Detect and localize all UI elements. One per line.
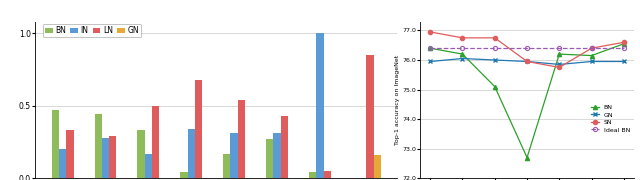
Bar — [223, 154, 230, 178]
SN — [620, 41, 628, 43]
Bar — [316, 33, 324, 178]
BN — [459, 53, 467, 55]
Ideal BN — [426, 47, 434, 49]
Bar — [195, 80, 202, 178]
Bar — [109, 136, 116, 178]
Line: BN: BN — [428, 42, 626, 160]
Ideal BN — [556, 47, 563, 49]
Bar — [59, 149, 67, 178]
Bar — [281, 116, 288, 178]
Legend: BN, IN, LN, GN: BN, IN, LN, GN — [43, 24, 141, 37]
Line: Ideal BN: Ideal BN — [428, 46, 626, 50]
BN — [620, 43, 628, 45]
GN — [524, 60, 531, 63]
BN — [491, 86, 499, 88]
Bar — [374, 155, 381, 178]
GN — [426, 60, 434, 63]
SN — [524, 60, 531, 63]
Y-axis label: Top-1 accuracy on ImageNet: Top-1 accuracy on ImageNet — [395, 55, 399, 145]
Bar — [138, 130, 145, 178]
GN — [620, 60, 628, 63]
Bar — [95, 114, 102, 178]
Bar — [52, 110, 59, 178]
SN — [491, 37, 499, 39]
Ideal BN — [459, 47, 467, 49]
SN — [459, 37, 467, 39]
Bar — [238, 100, 245, 178]
Bar — [324, 171, 331, 178]
BN — [588, 55, 595, 57]
BN — [524, 156, 531, 159]
Ideal BN — [491, 47, 499, 49]
GN — [556, 63, 563, 66]
Line: SN: SN — [428, 30, 626, 69]
Bar — [273, 133, 281, 178]
GN — [588, 60, 595, 63]
BN — [556, 53, 563, 55]
BN — [426, 47, 434, 49]
Bar — [188, 129, 195, 178]
Bar — [367, 55, 374, 178]
SN — [588, 47, 595, 49]
SN — [556, 66, 563, 68]
GN — [491, 59, 499, 61]
Ideal BN — [620, 47, 628, 49]
Bar — [230, 133, 238, 178]
Legend: BN, GN, SN, Ideal BN: BN, GN, SN, Ideal BN — [589, 102, 632, 135]
Ideal BN — [588, 47, 595, 49]
Bar — [309, 172, 316, 178]
GN — [459, 57, 467, 60]
SN — [426, 31, 434, 33]
Line: GN: GN — [428, 56, 627, 67]
Bar — [145, 154, 152, 178]
Bar — [180, 172, 188, 178]
Ideal BN — [524, 47, 531, 49]
Bar — [266, 139, 273, 178]
Bar — [102, 138, 109, 178]
Bar — [152, 106, 159, 178]
Bar — [67, 130, 74, 178]
